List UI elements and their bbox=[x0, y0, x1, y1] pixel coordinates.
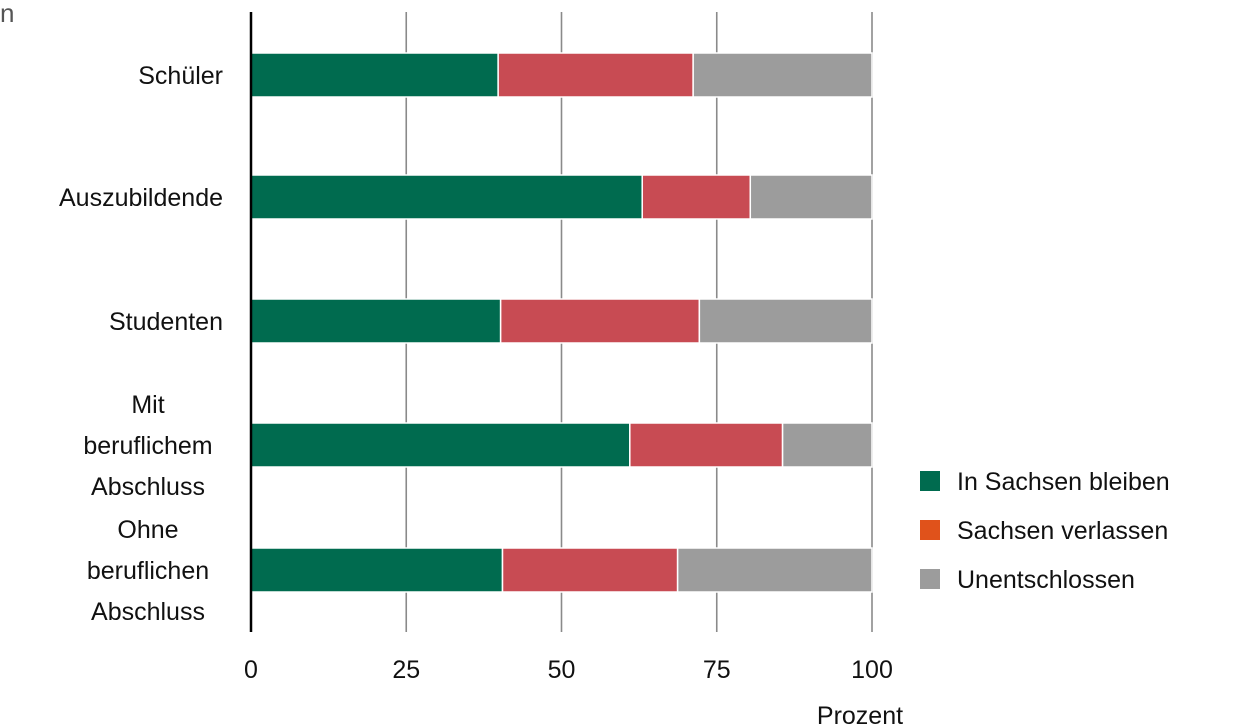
bar-4-series-1 bbox=[501, 547, 679, 593]
x-tick-label-0: 0 bbox=[244, 656, 258, 684]
category-label-line: beruflichen bbox=[87, 557, 209, 585]
legend: In Sachsen bleiben Sachsen verlassen Unent… bbox=[920, 468, 1170, 594]
category-label-line: Abschluss bbox=[91, 598, 205, 626]
bar-4-series-2 bbox=[676, 547, 873, 593]
category-label-line: beruflichem bbox=[83, 432, 212, 460]
legend-label-2: Unentschlossen bbox=[957, 566, 1135, 594]
legend-swatch-1 bbox=[920, 520, 940, 540]
category-label-3: Mit beruflichem Abschluss bbox=[83, 391, 212, 501]
legend-label-0: In Sachsen bleiben bbox=[957, 468, 1170, 496]
x-tick-label-2: 50 bbox=[548, 656, 576, 684]
bar-1-series-2 bbox=[749, 174, 873, 220]
bar-2-series-2 bbox=[698, 298, 873, 344]
bar-0-series-2 bbox=[692, 52, 873, 98]
bar-3-series-1 bbox=[629, 422, 784, 468]
bar-3-series-0 bbox=[250, 422, 631, 468]
bar-layer bbox=[250, 52, 873, 593]
bar-2-series-1 bbox=[499, 298, 701, 344]
category-labels: Schüler Auszubildende Studenten Mit beruflic… bbox=[59, 62, 223, 626]
x-tick-label-1: 25 bbox=[392, 656, 420, 684]
category-label-4: Ohne beruflichen Abschluss bbox=[87, 516, 209, 626]
category-label-0: Schüler bbox=[138, 62, 223, 90]
category-label-line: Auszubildende bbox=[59, 184, 223, 212]
legend-swatch-0 bbox=[920, 471, 940, 491]
category-label-line: Mit bbox=[131, 391, 164, 419]
bar-2-series-0 bbox=[250, 298, 502, 344]
bar-4-series-0 bbox=[250, 547, 504, 593]
corner-text: n bbox=[0, 0, 15, 28]
x-tick-labels: 0 25 50 75 100 bbox=[244, 656, 893, 684]
x-axis-title: Prozent bbox=[817, 702, 903, 727]
bar-0-series-1 bbox=[497, 52, 694, 98]
category-label-line: Ohne bbox=[117, 516, 178, 544]
bar-1-series-1 bbox=[641, 174, 752, 220]
category-label-line: Studenten bbox=[109, 308, 223, 336]
bar-1-series-0 bbox=[250, 174, 643, 220]
x-tick-label-3: 75 bbox=[703, 656, 731, 684]
category-label-1: Auszubildende bbox=[59, 184, 223, 212]
category-label-line: Abschluss bbox=[91, 473, 205, 501]
bar-0-series-0 bbox=[250, 52, 499, 98]
legend-label-1: Sachsen verlassen bbox=[957, 517, 1168, 545]
category-label-line: Schüler bbox=[138, 62, 223, 90]
legend-swatch-2 bbox=[920, 569, 940, 589]
bar-3-series-2 bbox=[781, 422, 873, 468]
category-label-2: Studenten bbox=[109, 308, 223, 336]
x-tick-label-4: 100 bbox=[851, 656, 893, 684]
